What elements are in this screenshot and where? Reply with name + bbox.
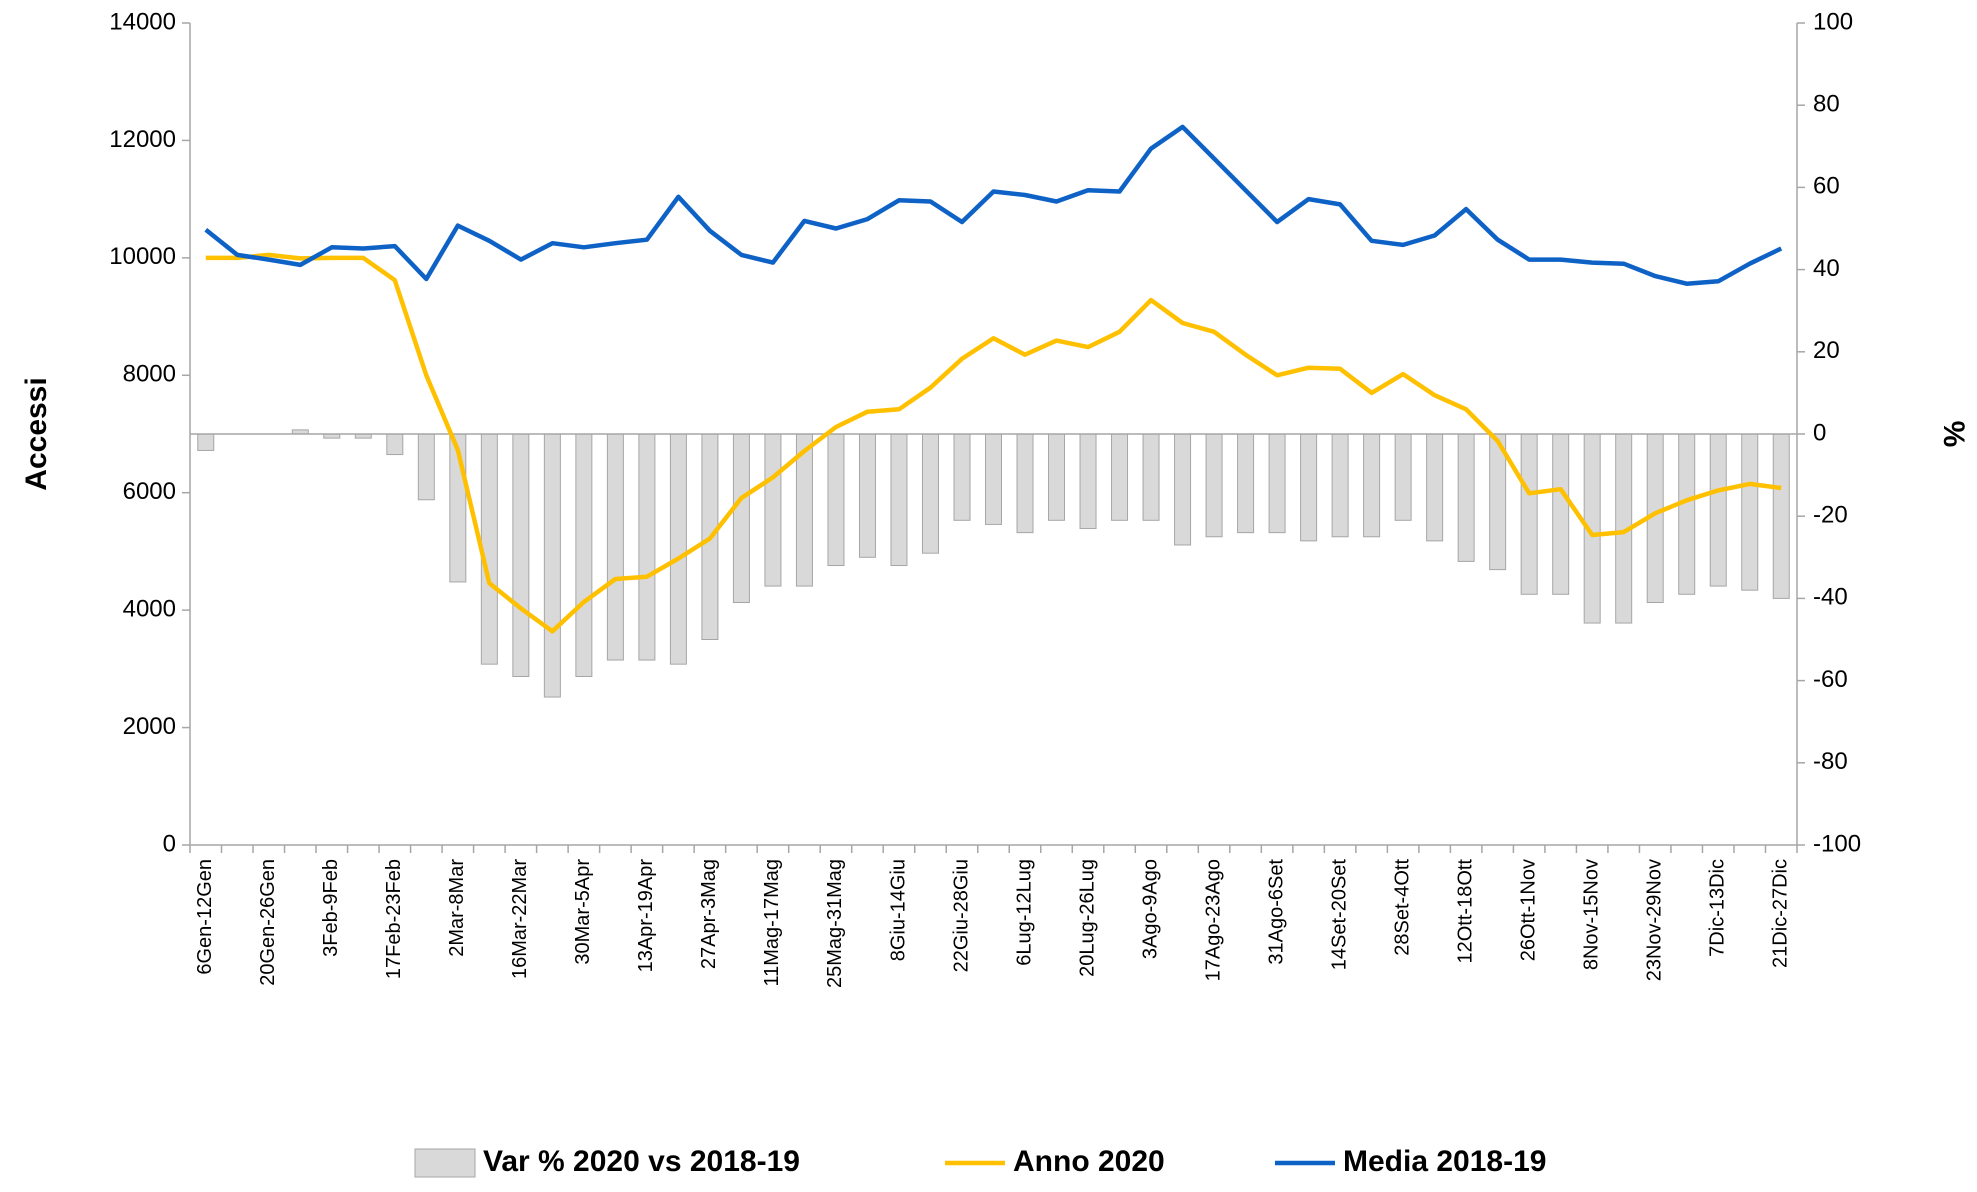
x-tick-label: 27Apr-3Mag [698, 859, 720, 969]
bar [1709, 433, 1727, 587]
y2-tick-label: -100 [1813, 830, 1861, 857]
y2-tick-label: 20 [1813, 337, 1840, 364]
x-tick-label: 21Dic-27Dic [1770, 859, 1792, 968]
bar [1741, 433, 1759, 591]
bar [575, 433, 593, 677]
bar [1363, 433, 1381, 538]
x-tick-label: 8Nov-15Nov [1580, 859, 1602, 970]
y2-tick-label: -80 [1813, 748, 1848, 775]
legend-label: Anno 2020 [1013, 1145, 1165, 1178]
legend-label: Media 2018-19 [1343, 1145, 1546, 1178]
bar [1268, 433, 1286, 534]
bar [1520, 433, 1538, 595]
bar [953, 433, 971, 521]
bar [1174, 433, 1192, 546]
legend-label: Var % 2020 vs 2018-19 [483, 1145, 800, 1178]
y-tick-label: 2000 [123, 713, 176, 740]
y2-tick-label: 60 [1813, 173, 1840, 200]
y2-tick-label: -20 [1813, 502, 1848, 529]
line-series [204, 124, 1783, 286]
bar [985, 433, 1002, 525]
bar [1552, 433, 1570, 595]
bar [1048, 433, 1066, 521]
bar [197, 433, 215, 451]
y-axis-title: Accessi [20, 377, 53, 490]
x-tick-label: 17Feb-23Feb [383, 859, 405, 979]
bar [669, 433, 687, 665]
x-tick-label: 3Ago-9Ago [1139, 859, 1161, 959]
bar [921, 433, 939, 554]
y-tick-label: 6000 [123, 478, 176, 505]
x-tick-label: 25Mag-31Mag [824, 859, 846, 988]
y2-tick-label: 100 [1813, 8, 1853, 35]
bar [1457, 433, 1475, 562]
x-tick-label: 12Ott-18Ott [1454, 859, 1476, 964]
y2-tick-label: -40 [1813, 584, 1848, 611]
x-tick-label: 6Gen-12Gen [194, 859, 216, 975]
y2-axis-title: % [1937, 421, 1970, 448]
bar [732, 433, 750, 604]
bar [1772, 433, 1790, 599]
legend-swatch [414, 1148, 476, 1178]
y2-tick-label: 40 [1813, 255, 1840, 282]
x-tick-label: 22Giu-28Giu [950, 859, 972, 972]
x-tick-label: 6Lug-12Lug [1013, 859, 1035, 966]
x-tick-label: 20Lug-26Lug [1076, 859, 1098, 977]
bar [638, 433, 656, 661]
bar [512, 433, 530, 677]
y2-tick-label: 0 [1813, 419, 1826, 446]
bar [606, 433, 624, 661]
x-tick-label: 8Giu-14Giu [887, 859, 909, 961]
bar [1016, 433, 1034, 534]
bar [386, 433, 404, 456]
y-tick-label: 8000 [123, 361, 176, 388]
y-tick-label: 4000 [123, 595, 176, 622]
line-series [205, 252, 1782, 634]
x-tick-label: 17Ago-23Ago [1202, 859, 1224, 981]
x-tick-label: 2Mar-8Mar [446, 859, 468, 957]
bar [1331, 433, 1349, 538]
x-tick-label: 3Feb-9Feb [320, 859, 342, 957]
x-tick-label: 30Mar-5Apr [572, 859, 594, 965]
y-tick-label: 0 [163, 830, 176, 857]
bar [1300, 433, 1318, 542]
x-tick-label: 23Nov-29Nov [1643, 859, 1665, 981]
x-tick-label: 20Gen-26Gen [257, 859, 279, 986]
bar [1426, 433, 1444, 542]
bar [543, 433, 561, 698]
bar [764, 433, 782, 587]
y-tick-label: 10000 [109, 243, 176, 270]
bar [417, 433, 435, 501]
y2-tick-label: 80 [1813, 91, 1840, 118]
x-tick-label: 14Set-20Set [1328, 859, 1350, 971]
bar [1237, 433, 1255, 534]
y-tick-label: 12000 [109, 126, 176, 153]
bar [858, 433, 876, 558]
y2-tick-label: -60 [1813, 666, 1848, 693]
x-tick-label: 26Ott-1Nov [1517, 859, 1539, 961]
bar [480, 433, 498, 665]
bar [890, 433, 908, 567]
x-tick-label: 16Mar-22Mar [509, 859, 531, 979]
bar [1079, 433, 1097, 530]
bar [1678, 433, 1696, 595]
bar [1142, 433, 1160, 521]
x-tick-label: 28Set-4Ott [1391, 859, 1413, 956]
x-tick-label: 31Ago-6Set [1265, 859, 1287, 965]
bar [1111, 433, 1129, 521]
bar [1394, 433, 1412, 521]
y-tick-label: 14000 [109, 8, 176, 35]
x-tick-label: 7Dic-13Dic [1707, 859, 1729, 957]
x-tick-label: 11Mag-17Mag [761, 859, 783, 986]
bar [827, 433, 845, 567]
x-tick-label: 13Apr-19Apr [635, 859, 657, 973]
bar [1205, 433, 1223, 538]
